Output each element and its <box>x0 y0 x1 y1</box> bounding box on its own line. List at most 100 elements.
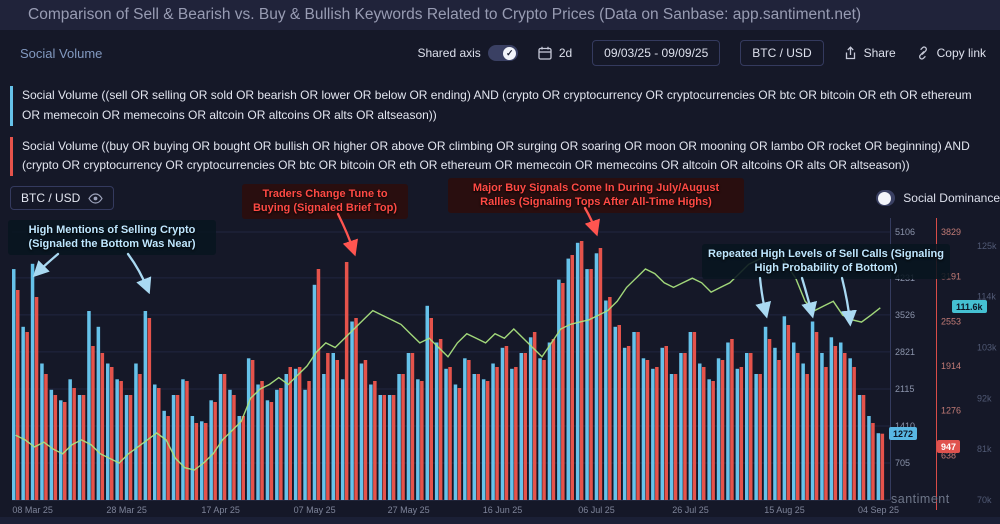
bar-buy[interactable] <box>645 360 650 500</box>
bar-sell[interactable] <box>660 347 665 500</box>
bar-sell[interactable] <box>406 353 411 500</box>
bar-buy[interactable] <box>382 395 387 500</box>
bar-sell[interactable] <box>453 384 458 501</box>
bar-sell[interactable] <box>763 326 768 500</box>
bar-sell[interactable] <box>312 284 317 500</box>
bar-buy[interactable] <box>81 395 86 500</box>
bar-buy[interactable] <box>100 353 105 500</box>
bar-sell[interactable] <box>115 379 119 500</box>
bar-sell[interactable] <box>200 421 204 500</box>
bar-buy[interactable] <box>561 283 565 500</box>
bar-sell[interactable] <box>369 384 373 501</box>
bar-sell[interactable] <box>829 337 834 500</box>
bar-buy[interactable] <box>429 318 434 500</box>
bar-sell[interactable] <box>209 400 213 500</box>
timeline-strip[interactable] <box>0 517 1000 524</box>
bar-sell[interactable] <box>557 279 561 500</box>
bar-buy[interactable] <box>16 290 20 500</box>
bar-buy[interactable] <box>702 367 706 500</box>
bar-sell[interactable] <box>726 342 730 501</box>
bar-buy[interactable] <box>758 374 762 500</box>
bar-sell[interactable] <box>613 326 618 500</box>
bar-sell[interactable] <box>688 332 693 500</box>
bar-buy[interactable] <box>626 346 631 500</box>
bar-sell[interactable] <box>106 363 110 501</box>
bar-sell[interactable] <box>228 389 232 500</box>
bar-buy[interactable] <box>344 262 349 500</box>
bar-sell[interactable] <box>566 258 571 500</box>
bar-sell[interactable] <box>481 379 486 500</box>
bar-buy[interactable] <box>683 353 687 500</box>
bar-buy[interactable] <box>532 332 537 500</box>
bar-sell[interactable] <box>528 337 533 500</box>
bar-sell[interactable] <box>669 374 674 500</box>
bar-sell[interactable] <box>397 374 401 500</box>
bar-buy[interactable] <box>91 346 95 500</box>
bar-buy[interactable] <box>861 395 866 500</box>
social-dominance-toggle[interactable] <box>876 190 896 206</box>
bar-sell[interactable] <box>651 368 655 500</box>
bar-buy[interactable] <box>796 353 800 500</box>
bar-sell[interactable] <box>444 368 448 500</box>
bar-sell[interactable] <box>839 342 843 501</box>
bar-sell[interactable] <box>632 332 636 500</box>
bar-sell[interactable] <box>378 395 383 500</box>
bar-buy[interactable] <box>514 367 518 500</box>
shared-axis-control[interactable]: Shared axis ✓ <box>417 45 518 61</box>
bar-buy[interactable] <box>485 381 490 500</box>
bar-buy[interactable] <box>767 339 772 500</box>
bar-sell[interactable] <box>782 316 787 500</box>
bar-sell[interactable] <box>303 389 307 500</box>
bar-sell[interactable] <box>162 410 166 500</box>
bar-buy[interactable] <box>542 360 546 500</box>
bar-sell[interactable] <box>124 395 129 500</box>
metric-tab-social-volume[interactable]: Social Volume <box>20 45 103 61</box>
bar-buy[interactable] <box>570 255 575 500</box>
bar-buy[interactable] <box>579 241 584 500</box>
bar-sell[interactable] <box>12 269 16 500</box>
bar-buy[interactable] <box>260 381 264 500</box>
bar-sell[interactable] <box>425 305 430 500</box>
bar-buy[interactable] <box>438 339 443 500</box>
bar-buy[interactable] <box>316 269 321 500</box>
bar-buy[interactable] <box>655 367 659 500</box>
bar-sell[interactable] <box>867 416 871 500</box>
bar-sell[interactable] <box>857 395 862 500</box>
bar-sell[interactable] <box>153 384 157 501</box>
bar-sell[interactable] <box>284 374 289 500</box>
bar-sell[interactable] <box>622 347 627 500</box>
bar-buy[interactable] <box>833 346 838 500</box>
bar-sell[interactable] <box>707 379 711 500</box>
bar-sell[interactable] <box>322 374 326 500</box>
bar-sell[interactable] <box>340 379 345 500</box>
bar-buy[interactable] <box>420 381 424 500</box>
bar-sell[interactable] <box>246 358 251 500</box>
bar-sell[interactable] <box>265 400 270 500</box>
bar-buy[interactable] <box>119 381 123 500</box>
bar-sell[interactable] <box>538 358 542 500</box>
bar-sell[interactable] <box>59 400 63 500</box>
bar-sell[interactable] <box>190 416 195 500</box>
bar-buy[interactable] <box>373 381 377 500</box>
bar-sell[interactable] <box>679 353 683 500</box>
bar-buy[interactable] <box>739 367 744 500</box>
copy-link-button[interactable]: Copy link <box>916 46 986 60</box>
bar-buy[interactable] <box>232 395 236 500</box>
bar-buy[interactable] <box>617 325 622 500</box>
bar-buy[interactable] <box>401 374 405 500</box>
bar-buy[interactable] <box>598 248 603 500</box>
bar-sell[interactable] <box>143 311 148 500</box>
bar-sell[interactable] <box>237 416 242 500</box>
bar-sell[interactable] <box>218 374 223 500</box>
social-dominance-control[interactable]: Social Dominance <box>876 190 1000 206</box>
bar-sell[interactable] <box>735 368 740 500</box>
bar-buy[interactable] <box>523 353 528 500</box>
bar-buy[interactable] <box>279 388 283 500</box>
interval-button[interactable]: 2d <box>538 46 572 60</box>
bar-buy[interactable] <box>288 367 293 500</box>
bar-sell[interactable] <box>745 353 749 500</box>
bar-buy[interactable] <box>175 395 180 500</box>
bar-buy[interactable] <box>53 395 58 500</box>
bar-buy[interactable] <box>307 381 311 500</box>
bar-buy[interactable] <box>250 360 255 500</box>
